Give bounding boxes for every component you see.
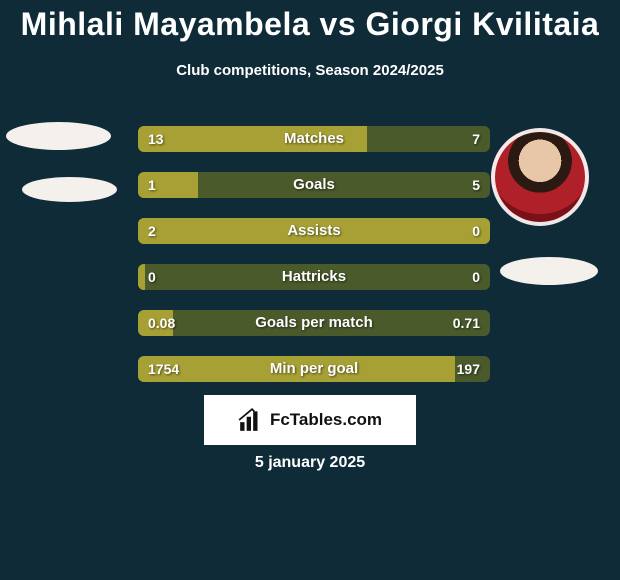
stat-label: Hattricks <box>138 264 490 290</box>
stat-value-right: 7 <box>472 126 480 152</box>
stat-row: 0Hattricks0 <box>138 264 490 290</box>
brand-badge: FcTables.com <box>204 395 416 445</box>
stat-row: 2Assists0 <box>138 218 490 244</box>
stat-row: 13Matches7 <box>138 126 490 152</box>
bars-icon <box>238 407 264 433</box>
page-title: Mihlali Mayambela vs Giorgi Kvilitaia <box>0 6 620 43</box>
stat-value-right: 5 <box>472 172 480 198</box>
stat-label: Goals <box>138 172 490 198</box>
player2-avatar <box>491 128 589 226</box>
stat-row: 1754Min per goal197 <box>138 356 490 382</box>
player1-avatar <box>6 122 111 150</box>
stat-value-right: 0 <box>472 264 480 290</box>
stat-value-right: 0 <box>472 218 480 244</box>
stat-bars: 13Matches71Goals52Assists00Hattricks00.0… <box>138 126 490 402</box>
stat-label: Assists <box>138 218 490 244</box>
stat-row: 0.08Goals per match0.71 <box>138 310 490 336</box>
date-text: 5 january 2025 <box>0 454 620 472</box>
stat-label: Min per goal <box>138 356 490 382</box>
player2-club-badge <box>500 257 598 285</box>
stat-value-right: 0.71 <box>453 310 480 336</box>
brand-text: FcTables.com <box>270 410 382 430</box>
stat-label: Goals per match <box>138 310 490 336</box>
comparison-infographic: Mihlali Mayambela vs Giorgi Kvilitaia Cl… <box>0 0 620 580</box>
stat-label: Matches <box>138 126 490 152</box>
stat-value-right: 197 <box>457 356 480 382</box>
player1-club-badge <box>22 177 117 202</box>
subtitle: Club competitions, Season 2024/2025 <box>0 62 620 79</box>
stat-row: 1Goals5 <box>138 172 490 198</box>
